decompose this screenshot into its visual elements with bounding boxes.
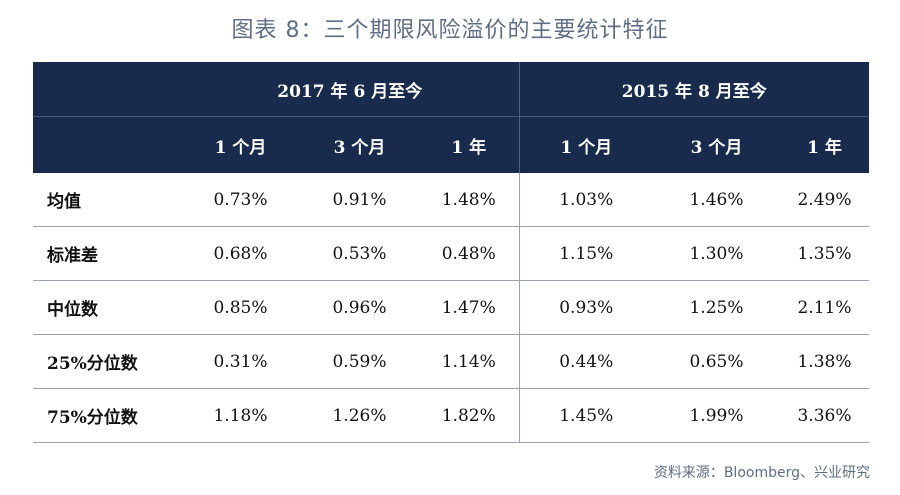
header-group-2015: 2015 年 8 月至今: [518, 62, 869, 117]
table-cell: 0.53%: [300, 226, 419, 281]
header-group-row: 2017 年 6 月至今 2015 年 8 月至今: [33, 62, 869, 117]
table-cell: 0.48%: [419, 226, 519, 281]
table-cell: 1.99%: [653, 388, 780, 443]
header-period-cell: 3 个月: [300, 116, 419, 173]
header-label-cell: [33, 116, 181, 173]
table-cell: 1.03%: [518, 173, 653, 227]
table-cell: 1.18%: [181, 388, 300, 443]
header-period-cell: 3 个月: [653, 116, 780, 173]
table-cell: 1.46%: [653, 173, 780, 227]
table-cell: 1.45%: [518, 388, 653, 443]
table-cell: 0.85%: [181, 280, 300, 335]
table-cell: 2.11%: [780, 280, 869, 335]
row-label: 25%分位数: [33, 334, 181, 389]
source-note: 资料来源：Bloomberg、兴业研究: [653, 465, 870, 481]
table-row: 75%分位数 1.18% 1.26% 1.82% 1.45% 1.99% 3.3…: [33, 388, 869, 443]
table-cell: 0.96%: [300, 280, 419, 335]
table-row: 中位数 0.85% 0.96% 1.47% 0.93% 1.25% 2.11%: [33, 280, 869, 335]
table-cell: 1.15%: [518, 226, 653, 281]
table-cell: 0.93%: [518, 280, 653, 335]
table-cell: 0.59%: [300, 334, 419, 389]
table-cell: 1.47%: [419, 280, 519, 335]
row-label: 中位数: [33, 280, 181, 335]
table-cell: 1.25%: [653, 280, 780, 335]
header-group-2017: 2017 年 6 月至今: [181, 62, 519, 117]
header-period-row: 1 个月 3 个月 1 年 1 个月 3 个月 1 年: [33, 116, 869, 173]
header-period-cell: 1 个月: [518, 116, 653, 173]
table-row: 均值 0.73% 0.91% 1.48% 1.03% 1.46% 2.49%: [33, 173, 869, 227]
stats-table: 2017 年 6 月至今 2015 年 8 月至今 1 个月 3 个月 1 年 …: [33, 62, 869, 443]
table-cell: 1.48%: [419, 173, 519, 227]
table-cell: 1.35%: [780, 226, 869, 281]
header-period-cell: 1 个月: [181, 116, 300, 173]
row-label: 75%分位数: [33, 388, 181, 443]
header-corner-cell: [33, 62, 181, 117]
table-row: 标准差 0.68% 0.53% 0.48% 1.15% 1.30% 1.35%: [33, 226, 869, 281]
row-label: 均值: [33, 173, 181, 227]
header-period-cell: 1 年: [780, 116, 869, 173]
table-cell: 1.82%: [419, 388, 519, 443]
table-cell: 0.68%: [181, 226, 300, 281]
table-cell: 1.30%: [653, 226, 780, 281]
table-cell: 2.49%: [780, 173, 869, 227]
table-cell: 0.44%: [518, 334, 653, 389]
row-label: 标准差: [33, 226, 181, 281]
table-cell: 3.36%: [780, 388, 869, 443]
table-cell: 1.26%: [300, 388, 419, 443]
figure-title: 图表 8：三个期限风险溢价的主要统计特征: [231, 18, 669, 43]
table-cell: 0.65%: [653, 334, 780, 389]
table-row: 25%分位数 0.31% 0.59% 1.14% 0.44% 0.65% 1.3…: [33, 334, 869, 389]
table-cell: 0.73%: [181, 173, 300, 227]
table-cell: 1.38%: [780, 334, 869, 389]
table-cell: 1.14%: [419, 334, 519, 389]
table-cell: 0.31%: [181, 334, 300, 389]
table-cell: 0.91%: [300, 173, 419, 227]
header-period-cell: 1 年: [419, 116, 519, 173]
